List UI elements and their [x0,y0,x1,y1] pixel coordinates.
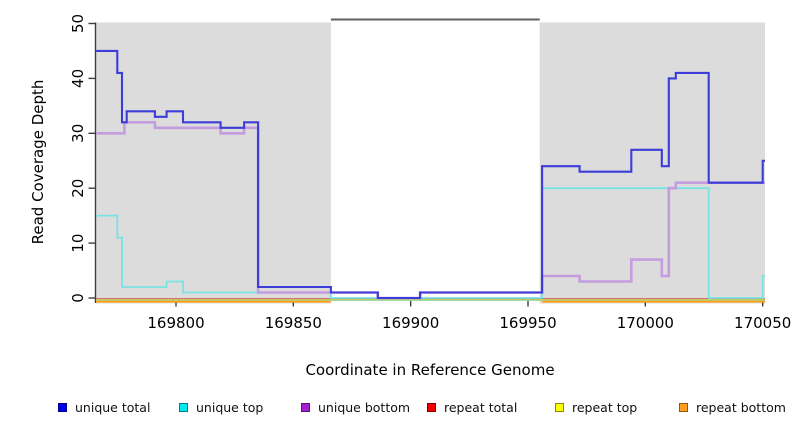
y-tick-label: 50 [69,14,87,33]
x-axis-title: Coordinate in Reference Genome [305,361,555,379]
x-tick-label: 170000 [617,314,674,332]
legend-swatch-repeat-top [555,403,564,412]
x-tick-label: 169950 [499,314,556,332]
legend-swatch-unique-bottom [301,403,310,412]
y-axis-title: Read Coverage Depth [29,79,47,245]
legend-label-unique-bottom: unique bottom [318,400,411,415]
x-tick-label: 170050 [734,314,791,332]
legend-swatch-unique-total [58,403,67,412]
series-line-unique-total [96,49,765,300]
y-tick-label: 40 [69,69,87,88]
x-tick-label: 169850 [265,314,322,332]
chart-legend: unique total unique top unique bottom repea… [0,398,792,422]
y-tick-label: 10 [69,234,87,253]
legend-label-repeat-top: repeat top [572,400,638,415]
y-tick-label: 30 [69,124,87,143]
legend-swatch-unique-top [179,403,188,412]
legend-label-repeat-total: repeat total [444,400,518,415]
shaded-region-1 [539,22,765,304]
x-tick-label: 169800 [147,314,204,332]
legend-swatch-repeat-bottom [679,403,688,412]
shaded-region-0 [96,22,331,304]
y-tick-label: 0 [69,293,87,303]
x-tick-label: 169900 [382,314,439,332]
y-tick-label: 20 [69,179,87,198]
legend-swatch-repeat-total [427,403,436,412]
legend-label-unique-total: unique total [75,400,151,415]
legend-label-unique-top: unique top [196,400,264,415]
legend-label-repeat-bottom: repeat bottom [696,400,786,415]
